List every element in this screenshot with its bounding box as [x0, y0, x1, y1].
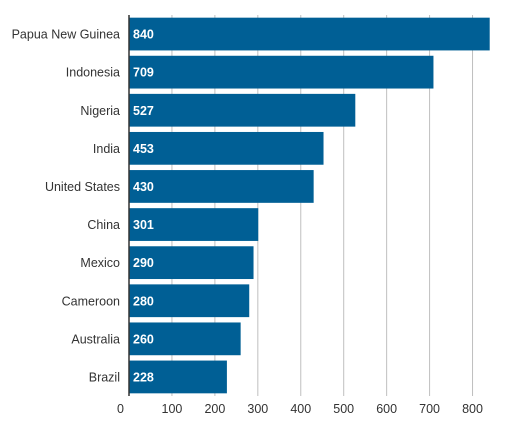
x-axis-ticks: 0 100 200 300 400 500 600 700 800 [117, 402, 483, 416]
data-label: 840 [133, 28, 154, 42]
data-label: 430 [133, 180, 154, 194]
data-label: 527 [133, 104, 154, 118]
category-label: Cameroon [62, 294, 120, 308]
bar [129, 284, 250, 318]
x-tick-label: 0 [117, 402, 124, 416]
category-label: Brazil [89, 370, 120, 384]
bar [129, 360, 227, 394]
bar [129, 93, 356, 127]
data-label: 290 [133, 256, 154, 270]
x-tick-label: 200 [204, 402, 225, 416]
bar [129, 55, 434, 89]
category-label: Papua New Guinea [12, 28, 120, 42]
x-tick-label: 400 [290, 402, 311, 416]
bar [129, 208, 259, 241]
data-label: 301 [133, 218, 154, 232]
bar [129, 322, 241, 356]
category-labels: Papua New Guinea Indonesia Nigeria India Uni… [12, 28, 120, 385]
category-label: Australia [71, 332, 120, 346]
x-tick-label: 100 [162, 402, 183, 416]
category-label: Indonesia [66, 66, 120, 80]
data-label: 228 [133, 370, 154, 384]
bars: 840 709 527 453 430 301 290 280 260 228 [129, 17, 490, 394]
x-tick-label: 500 [333, 402, 354, 416]
bar [129, 17, 490, 51]
data-label: 280 [133, 294, 154, 308]
x-tick-label: 300 [247, 402, 268, 416]
data-label: 709 [133, 66, 154, 80]
category-label: China [87, 218, 120, 232]
category-label: United States [45, 180, 120, 194]
x-tick-label: 700 [419, 402, 440, 416]
data-label: 260 [133, 332, 154, 346]
category-label: Nigeria [80, 104, 120, 118]
x-tick-label: 800 [462, 402, 483, 416]
category-label: Mexico [80, 256, 120, 270]
x-tick-label: 600 [376, 402, 397, 416]
bar [129, 246, 254, 280]
data-label: 453 [133, 142, 154, 156]
bar [129, 131, 324, 165]
category-label: India [93, 142, 120, 156]
bar [129, 170, 314, 203]
